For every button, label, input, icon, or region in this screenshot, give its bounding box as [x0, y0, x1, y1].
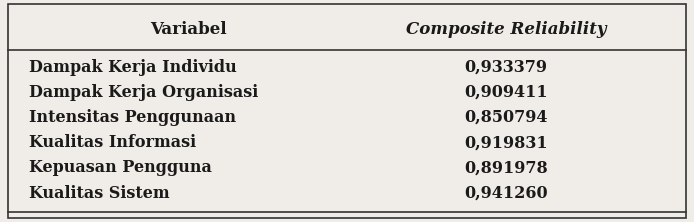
Text: 0,891978: 0,891978 — [464, 159, 548, 176]
Text: Kualitas Informasi: Kualitas Informasi — [29, 134, 196, 151]
Text: 0,850794: 0,850794 — [464, 109, 548, 126]
Text: Intensitas Penggunaan: Intensitas Penggunaan — [29, 109, 236, 126]
Text: Dampak Kerja Organisasi: Dampak Kerja Organisasi — [29, 84, 258, 101]
Text: Kualitas Sistem: Kualitas Sistem — [29, 185, 169, 202]
Text: Dampak Kerja Individu: Dampak Kerja Individu — [29, 59, 237, 76]
Text: Variabel: Variabel — [150, 21, 226, 38]
Text: Kepuasan Pengguna: Kepuasan Pengguna — [29, 159, 212, 176]
Text: 0,919831: 0,919831 — [464, 134, 548, 151]
Text: 0,933379: 0,933379 — [464, 59, 548, 76]
Text: Composite Reliability: Composite Reliability — [406, 21, 607, 38]
Text: 0,941260: 0,941260 — [464, 185, 548, 202]
Text: 0,909411: 0,909411 — [464, 84, 548, 101]
